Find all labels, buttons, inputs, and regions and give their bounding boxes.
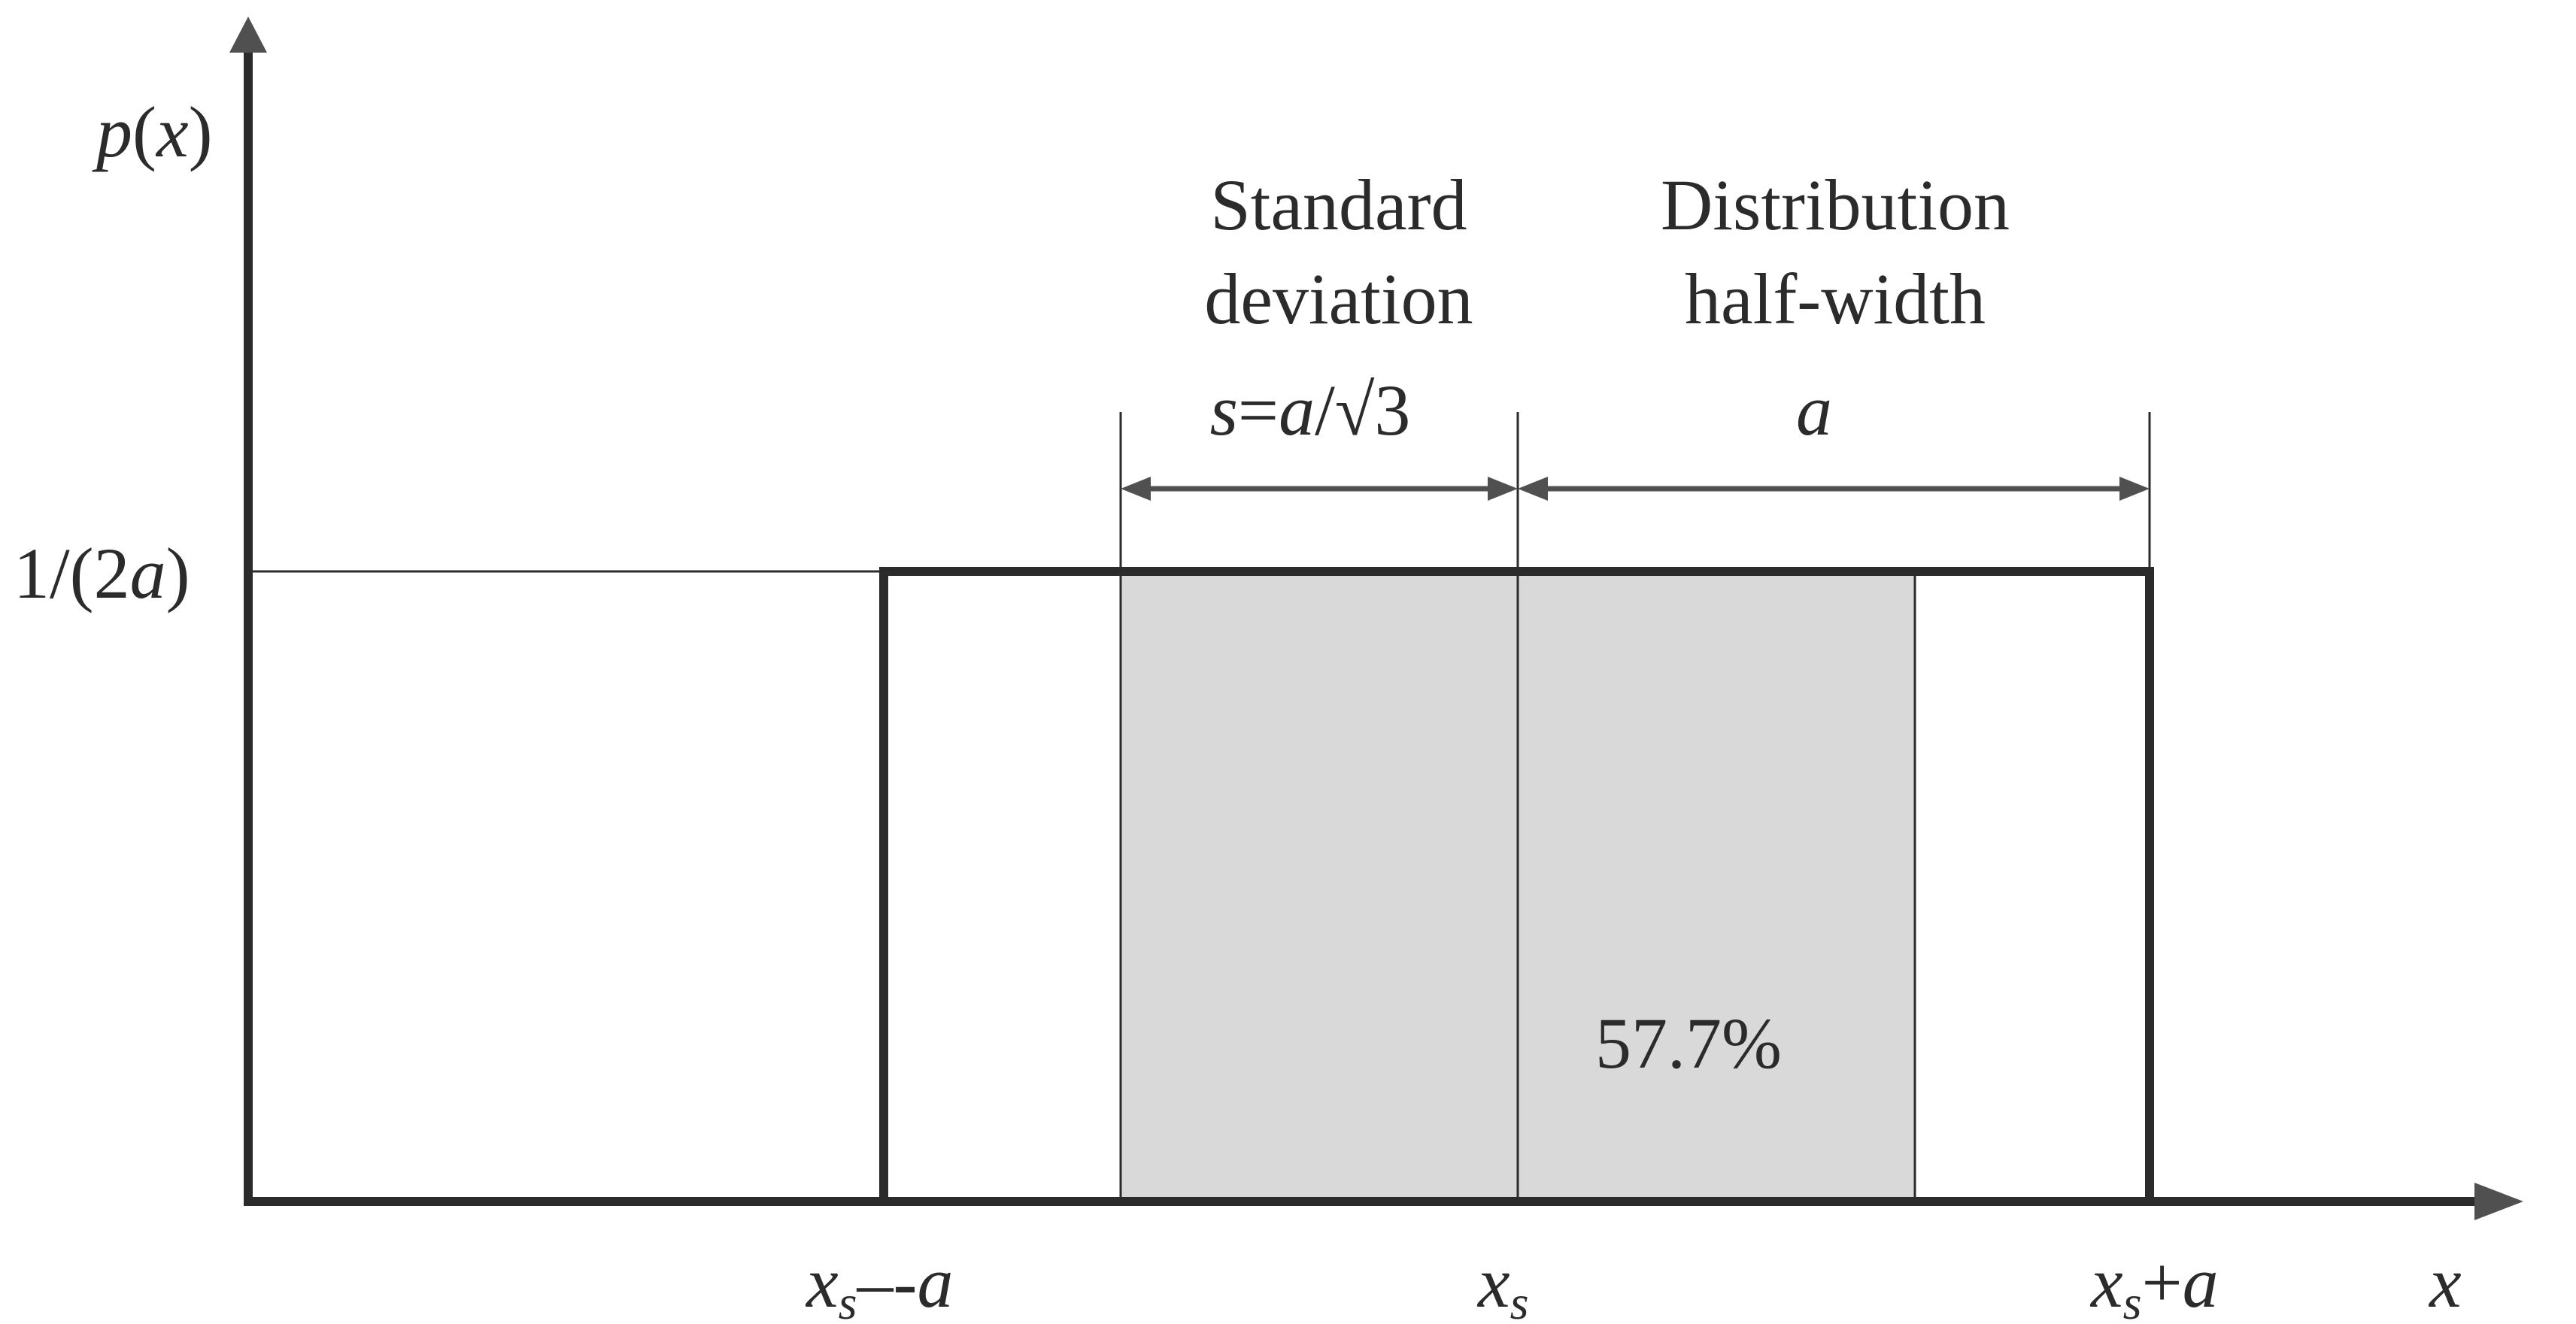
- x-tick-xs-plus-a: xs+a: [2089, 1242, 2219, 1324]
- std-dev-title-line1: Standard: [1210, 165, 1467, 245]
- std-dev-arrow-right-icon: [1488, 477, 1518, 501]
- x-axis-arrow-icon: [2474, 1183, 2523, 1220]
- shaded-region-left: [1121, 571, 1518, 1201]
- std-dev-arrow-left-icon: [1121, 477, 1151, 501]
- shaded-area-percent: 57.7%: [1595, 1003, 1782, 1083]
- half-width-title-line1: Distribution: [1661, 165, 2010, 245]
- x-tick-xs: xs: [1476, 1242, 1529, 1324]
- x-tick-xs-minus-a: xs–-a: [805, 1242, 953, 1324]
- y-axis-label: p(x): [92, 92, 213, 172]
- half-width-title-line2: half-width: [1685, 259, 1986, 339]
- y-axis-arrow-icon: [229, 17, 267, 53]
- x-axis-label: x: [2428, 1242, 2462, 1322]
- half-width-arrow-right-icon: [2119, 477, 2150, 501]
- std-dev-formula: s=a/√3: [1210, 370, 1411, 450]
- y-tick-label: 1/(2a): [14, 533, 190, 614]
- shaded-region-right: [1518, 571, 1915, 1201]
- half-width-arrow-left-icon: [1518, 477, 1548, 501]
- half-width-symbol: a: [1796, 370, 1832, 450]
- std-dev-title-line2: deviation: [1204, 259, 1473, 339]
- pdf-rectangle: [879, 567, 2154, 1201]
